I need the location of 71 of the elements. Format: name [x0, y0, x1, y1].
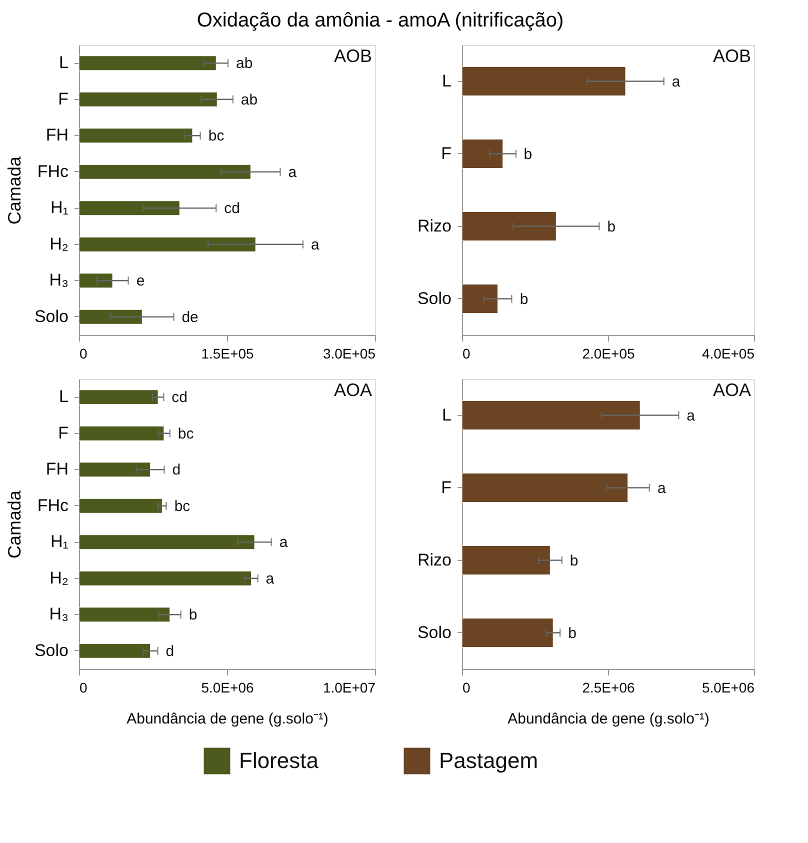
annotation: b: [188, 606, 198, 624]
y-tick-label: FH: [46, 126, 68, 145]
annotation: ab: [240, 91, 258, 108]
y-tick-label: F: [58, 423, 68, 442]
annotation: a: [686, 407, 696, 424]
y-tick-label: Solo: [34, 306, 68, 326]
x-tick-label: 3.0E+05: [322, 346, 376, 362]
annotation: a: [288, 164, 298, 181]
x-tick-label: 0: [462, 346, 470, 362]
annotation: cd: [172, 389, 188, 406]
y-tick-label: H₃: [49, 604, 68, 624]
annotation: a: [266, 570, 275, 588]
legend-label: Pastagem: [439, 748, 538, 773]
y-axis-title: Camada: [4, 156, 24, 225]
y-tick-label: FHc: [37, 496, 69, 515]
y-tick-label: H₁: [50, 532, 69, 552]
annotation: a: [672, 73, 681, 90]
x-tick-label: 2.0E+05: [582, 346, 635, 362]
y-tick-label: L: [442, 405, 452, 424]
chart-title: Oxidação da amônia - amoA (nitrificação): [196, 10, 564, 32]
annotation: a: [279, 534, 288, 552]
annotation: b: [607, 218, 616, 236]
y-tick-label: F: [441, 478, 452, 497]
annotation: AOB: [712, 46, 751, 66]
annotation: cd: [224, 200, 240, 218]
x-tick-label: 2.5E+06: [582, 680, 635, 696]
annotation: e: [136, 272, 145, 290]
annotation: AOB: [334, 46, 372, 66]
y-tick-label: H₁: [50, 198, 69, 218]
y-tick-label: L: [59, 387, 68, 406]
annotation: b: [524, 146, 532, 163]
y-tick-label: FHc: [37, 162, 69, 181]
y-tick-label: F: [58, 89, 68, 108]
y-tick-label: H₃: [49, 270, 68, 290]
x-tick-label: 4.0E+05: [702, 346, 755, 362]
x-tick-label: 1.5E+05: [201, 346, 254, 362]
annotation: b: [520, 290, 528, 308]
annotation: bc: [174, 498, 191, 515]
y-tick-label: L: [59, 53, 68, 72]
y-tick-label: Solo: [417, 288, 452, 308]
y-tick-label: Solo: [34, 640, 68, 660]
x-tick-label: 0: [462, 680, 470, 696]
annotation: d: [166, 642, 174, 660]
y-tick-label: Rizo: [417, 216, 452, 236]
y-tick-label: H₂: [50, 234, 68, 254]
annotation: bc: [178, 425, 194, 442]
y-tick-label: FH: [46, 460, 68, 479]
x-tick-label: 0: [80, 346, 88, 362]
y-tick-label: H₂: [50, 568, 68, 588]
annotation: ab: [236, 55, 253, 72]
x-tick-label: 0: [80, 680, 88, 696]
annotation: AOA: [712, 380, 751, 400]
x-tick-label: 5.0E+06: [201, 680, 254, 696]
legend-label: Floresta: [239, 748, 320, 773]
x-tick-label: 1.0E+07: [322, 680, 376, 696]
annotation: b: [568, 624, 576, 642]
y-tick-label: F: [441, 144, 452, 163]
annotation: a: [657, 480, 666, 497]
x-tick-label: 5.0E+06: [702, 680, 755, 696]
x-axis-title: Abundância de gene (g.solo⁻¹): [508, 710, 710, 728]
x-axis-title: Abundância de gene (g.solo⁻¹): [126, 710, 328, 728]
y-tick-label: Solo: [417, 622, 452, 642]
annotation: a: [310, 236, 320, 254]
annotation: d: [172, 462, 181, 479]
annotation: b: [570, 552, 578, 570]
y-axis-title: Camada: [4, 490, 24, 559]
y-tick-label: L: [442, 71, 452, 90]
annotation: AOA: [334, 380, 372, 400]
annotation: bc: [208, 128, 225, 145]
y-tick-label: Rizo: [417, 550, 452, 570]
annotation: de: [182, 308, 198, 326]
